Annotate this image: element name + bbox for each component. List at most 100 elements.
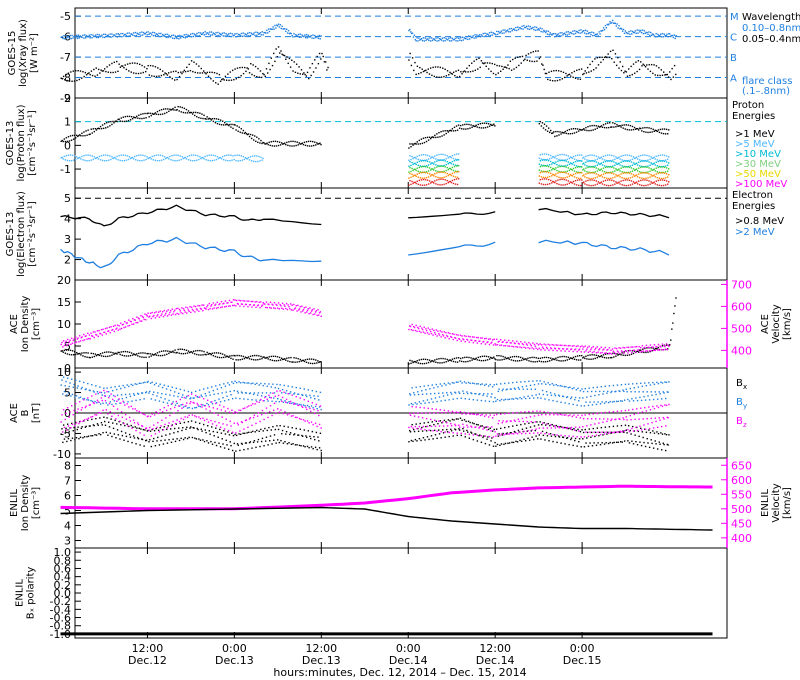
- proton-series-2-point: [455, 159, 458, 161]
- ace-velocity-series-point: [656, 349, 659, 351]
- xray-short-series-point: [139, 31, 141, 34]
- proton-series-4-point: [598, 175, 601, 177]
- ace-velocity-series-point: [540, 349, 542, 351]
- xray-short-series-point: [314, 36, 317, 39]
- xray-long-series-point: [452, 71, 455, 74]
- ace-bx-series-point: [212, 430, 215, 433]
- xray-short-series-point: [574, 32, 577, 35]
- ace-by-series-point: [92, 390, 95, 392]
- xray-short-series-point: [641, 29, 644, 31]
- proton-series-0-point: [593, 124, 595, 127]
- ace-velocity-series-point: [618, 347, 620, 349]
- xray-short-series-point: [659, 33, 662, 35]
- xray-short-series-point: [217, 31, 219, 34]
- proton-series-1-point: [615, 156, 617, 158]
- xray-short-series-point: [144, 33, 147, 35]
- ace-by-series-point: [213, 393, 215, 396]
- proton-series-5-point: [571, 182, 574, 184]
- ace-velocity-series-point: [624, 350, 627, 352]
- xray-short-series-point: [235, 36, 237, 38]
- proton-series-2-point: [444, 160, 446, 162]
- proton-series-5-point: [662, 184, 665, 187]
- ace-velocity-series-point: [193, 305, 195, 307]
- ace-bx-series-point: [218, 442, 220, 444]
- xray-short-series-point: [192, 35, 195, 38]
- proton-series-0-point: [178, 110, 180, 112]
- ace-velocity-series-point: [641, 345, 644, 347]
- proton-series-0-point: [631, 125, 634, 128]
- xray-long-series-point: [212, 80, 215, 82]
- ace-by-series-point: [456, 397, 458, 400]
- ace-velocity-series-point: [451, 332, 454, 335]
- xray-short-series-point: [317, 37, 320, 40]
- proton-series-5-point: [611, 179, 613, 182]
- proton-series-2-point: [563, 159, 565, 162]
- ace-velocity-series-point: [457, 334, 459, 336]
- ace-velocity-series-point: [195, 308, 198, 310]
- proton-series-1-point: [148, 157, 150, 159]
- proton-series-3-point: [547, 165, 550, 168]
- ace-density-series-point: [224, 354, 226, 356]
- proton-series-0-point: [653, 130, 655, 133]
- proton-series-3-point: [543, 165, 546, 167]
- proton-series-3-point: [639, 171, 641, 173]
- xray-long-series-point: [324, 61, 327, 63]
- ace-by-series-point: [64, 385, 66, 387]
- ace-bx-series-point: [195, 438, 198, 440]
- ace-bx-series-point: [560, 442, 562, 444]
- proton-series-3-point: [455, 165, 458, 167]
- proton-series-3-point: [441, 171, 443, 173]
- xray-long-series-point: [589, 63, 591, 66]
- ace-density-series-point: [175, 352, 177, 354]
- ace-density-series-point: [157, 354, 160, 357]
- proton-series-0-point: [422, 137, 425, 139]
- ace-bx-series-point: [504, 442, 507, 445]
- proton-series-0-point: [191, 113, 194, 115]
- xray-short-series-point: [635, 32, 637, 35]
- ace-velocity-series-point: [632, 349, 635, 352]
- proton-series-1-point: [211, 159, 214, 162]
- proton-series-2-point: [655, 161, 657, 163]
- ace-velocity-series-point: [179, 310, 182, 312]
- ace-velocity-series-point: [112, 328, 114, 331]
- proton-series-1-point: [169, 155, 171, 158]
- proton-series-1-point: [233, 158, 235, 161]
- xray-short-series-point: [446, 38, 448, 41]
- xray-short-series-point: [467, 38, 469, 41]
- proton-series-0-point: [476, 126, 478, 128]
- proton-series-1-point: [121, 160, 123, 162]
- proton-series-0-point: [110, 120, 112, 123]
- ace-velocity-series-point: [133, 319, 136, 321]
- ace-density-series-point: [670, 339, 672, 341]
- proton-series-1-point: [257, 160, 259, 163]
- xray-short-series-point: [564, 34, 567, 36]
- proton-series-3-point: [584, 170, 586, 172]
- ace-bx-series-point: [139, 444, 141, 446]
- proton-series-2-point: [414, 162, 416, 165]
- xray-short-series-point: [605, 27, 608, 29]
- ace-by-series-point: [409, 393, 411, 395]
- proton-series-2-point: [583, 162, 585, 164]
- proton-series-2-point: [635, 162, 638, 164]
- ace-bx-series-point: [585, 442, 587, 444]
- proton-series-1-point: [192, 154, 195, 156]
- proton-series-2-point: [436, 160, 438, 162]
- ace-density-series-point: [492, 357, 494, 359]
- ace-bx-series-point: [87, 435, 90, 437]
- ace-density-series-point: [560, 360, 562, 362]
- ace-density-series-point: [429, 361, 432, 363]
- ace-by-series-point: [139, 398, 141, 401]
- proton-series-1-point: [456, 158, 459, 161]
- ace-velocity-series-point: [561, 348, 564, 350]
- ace-by-series-point: [231, 397, 234, 400]
- ace-velocity-series-point: [86, 338, 88, 340]
- ace-bx-series-point: [213, 435, 215, 437]
- xray-short-series-point: [657, 33, 659, 36]
- ace-velocity-series-point: [227, 305, 230, 307]
- ace-density-series-point: [114, 352, 116, 355]
- ace-velocity-series-point: [306, 311, 308, 313]
- proton-series-0-point: [448, 130, 451, 132]
- xray-short-series-point: [154, 34, 157, 37]
- proton-series-5-point: [449, 180, 452, 183]
- ace-density-series-point: [185, 349, 188, 351]
